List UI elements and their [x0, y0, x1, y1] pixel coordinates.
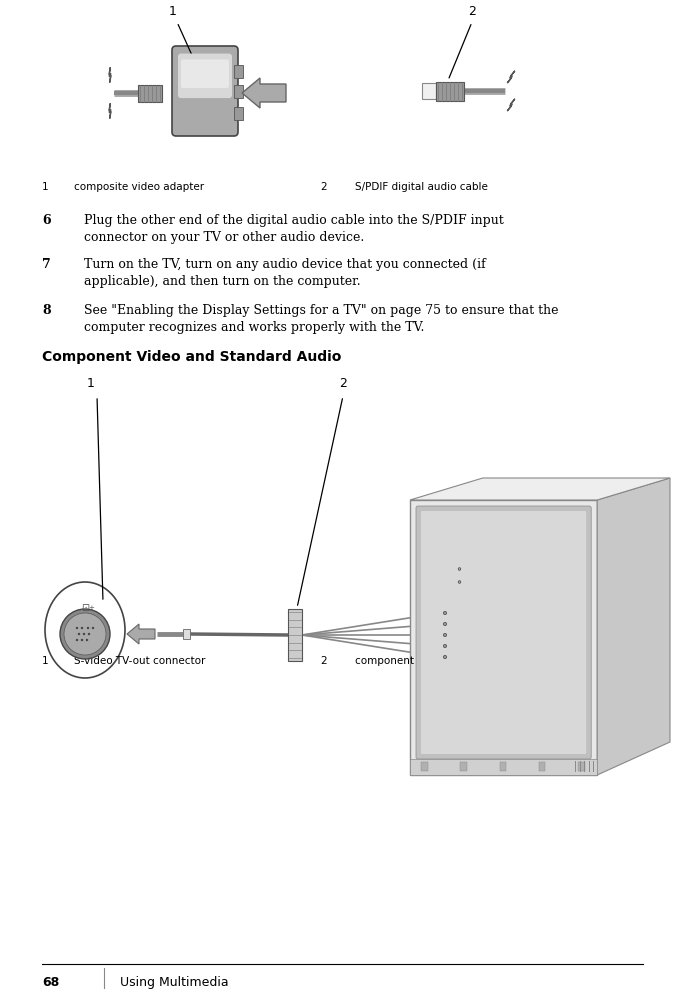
Text: Plug the other end of the digital audio cable into the S/PDIF input
connector on: Plug the other end of the digital audio …	[84, 214, 503, 244]
Text: 2: 2	[320, 656, 327, 666]
Text: 2: 2	[320, 182, 327, 192]
Circle shape	[443, 645, 447, 648]
FancyBboxPatch shape	[181, 59, 229, 89]
Circle shape	[88, 633, 90, 635]
Circle shape	[458, 567, 461, 570]
Text: 7: 7	[42, 258, 51, 271]
Circle shape	[441, 610, 449, 617]
Polygon shape	[597, 478, 670, 775]
Bar	[578, 762, 585, 771]
Circle shape	[86, 639, 88, 641]
Circle shape	[458, 580, 461, 583]
Circle shape	[443, 623, 447, 626]
FancyBboxPatch shape	[172, 46, 238, 136]
Text: 6: 6	[42, 214, 51, 227]
Text: 2: 2	[339, 377, 347, 390]
Bar	[422, 83, 436, 99]
Circle shape	[443, 634, 447, 637]
Circle shape	[76, 627, 78, 629]
Bar	[183, 629, 190, 639]
Circle shape	[78, 633, 80, 635]
Text: See "Enabling the Display Settings for a TV" on page 75 to ensure that the
compu: See "Enabling the Display Settings for a…	[84, 304, 558, 334]
Text: 1: 1	[42, 182, 49, 192]
Bar	[499, 762, 506, 771]
Circle shape	[456, 578, 462, 585]
Circle shape	[76, 639, 78, 641]
Circle shape	[441, 621, 449, 628]
Text: 2: 2	[468, 5, 476, 18]
FancyBboxPatch shape	[410, 500, 597, 775]
Text: composite video adapter: composite video adapter	[74, 182, 204, 192]
Circle shape	[81, 627, 83, 629]
Bar	[234, 85, 243, 98]
Circle shape	[81, 639, 83, 641]
Text: 1: 1	[169, 5, 177, 18]
Bar	[138, 85, 162, 102]
FancyArrow shape	[127, 624, 155, 644]
Bar	[234, 107, 243, 120]
Text: S/PDIF digital audio cable: S/PDIF digital audio cable	[355, 182, 488, 192]
Text: component video adapter: component video adapter	[355, 656, 490, 666]
FancyBboxPatch shape	[178, 53, 232, 99]
Text: 1: 1	[42, 656, 49, 666]
Circle shape	[456, 565, 462, 572]
Circle shape	[441, 642, 449, 650]
Circle shape	[441, 631, 449, 639]
Text: S-video TV-out connector: S-video TV-out connector	[74, 656, 206, 666]
Bar	[460, 762, 466, 771]
Circle shape	[87, 627, 89, 629]
FancyBboxPatch shape	[416, 506, 591, 759]
Text: Turn on the TV, turn on any audio device that you connected (if
applicable), and: Turn on the TV, turn on any audio device…	[84, 258, 486, 288]
Text: 68: 68	[42, 976, 59, 989]
Text: Component Video and Standard Audio: Component Video and Standard Audio	[42, 350, 341, 364]
Bar	[436, 81, 464, 101]
Ellipse shape	[45, 582, 125, 678]
Circle shape	[60, 609, 110, 659]
Circle shape	[64, 613, 106, 655]
Text: Using Multimedia: Using Multimedia	[120, 976, 229, 989]
Text: 8: 8	[42, 304, 51, 317]
FancyArrow shape	[242, 78, 286, 108]
Circle shape	[83, 633, 85, 635]
Bar	[288, 609, 302, 661]
FancyBboxPatch shape	[421, 511, 586, 754]
Circle shape	[443, 612, 447, 615]
Bar	[539, 762, 545, 771]
Text: ⊡: ⊡	[81, 603, 89, 613]
Bar	[410, 759, 597, 775]
Circle shape	[441, 653, 449, 661]
Polygon shape	[410, 478, 670, 500]
Bar	[234, 65, 243, 78]
Circle shape	[443, 655, 447, 659]
Bar	[421, 762, 427, 771]
Text: +: +	[88, 605, 94, 611]
Text: 1: 1	[87, 377, 95, 390]
Circle shape	[92, 627, 95, 629]
